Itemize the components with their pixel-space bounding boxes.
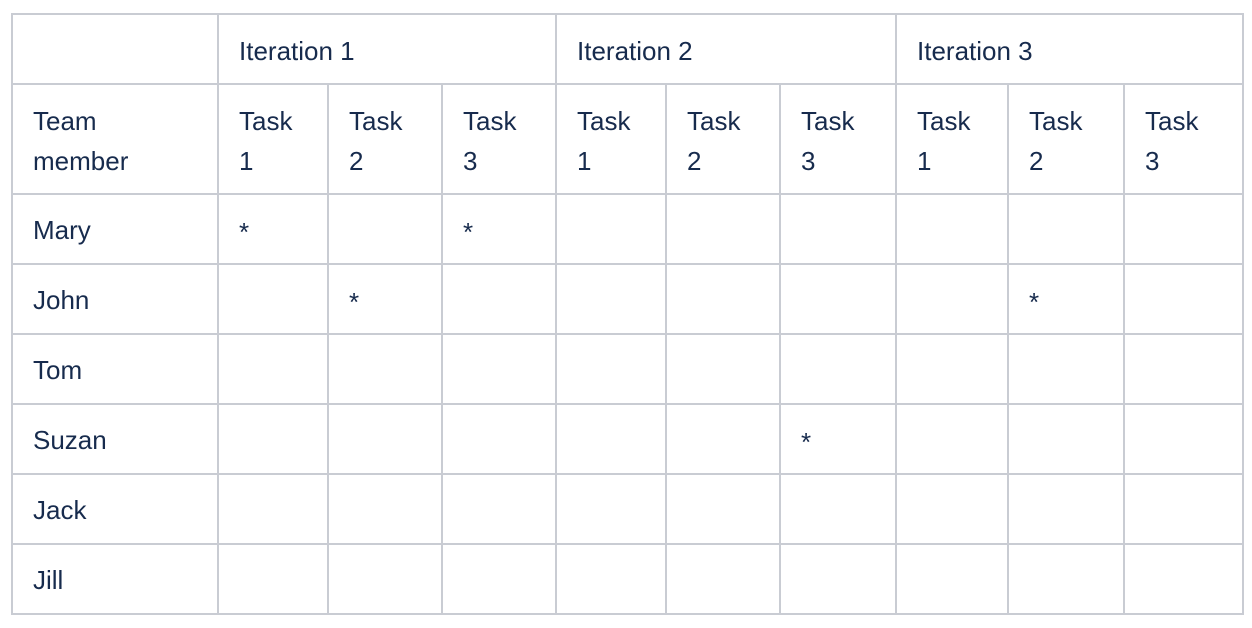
task-header-label: Task 1: [239, 106, 293, 176]
assignment-cell: [555, 193, 667, 265]
assignment-cell: [1007, 543, 1125, 615]
assignment-cell: [441, 403, 557, 475]
assignment-cell: [895, 473, 1009, 545]
task-header-cell: Task 3: [441, 83, 557, 195]
task-header-cell: Task 2: [1007, 83, 1125, 195]
assignment-cell: [779, 263, 897, 335]
assignment-cell: *: [327, 263, 443, 335]
iteration-header-3: Iteration 3: [895, 13, 1244, 85]
assignment-cell: [665, 333, 781, 405]
task-header-label: Task 1: [917, 106, 971, 176]
task-header-label: Task 3: [463, 106, 517, 176]
assignment-cell: [1007, 333, 1125, 405]
member-name: Jill: [11, 543, 219, 615]
assignment-cell: [779, 333, 897, 405]
assignment-cell: [779, 473, 897, 545]
assignment-cell: [1123, 543, 1244, 615]
assignment-cell: [555, 403, 667, 475]
member-name: Tom: [11, 333, 219, 405]
assignment-cell: *: [779, 403, 897, 475]
assignment-cell: [665, 263, 781, 335]
assignment-cell: [327, 403, 443, 475]
assignment-cell: [665, 543, 781, 615]
corner-cell: [11, 13, 219, 85]
iteration-header-1: Iteration 1: [217, 13, 557, 85]
table-row: Mary * *: [11, 193, 1244, 265]
member-name: John: [11, 263, 219, 335]
table-row: Jack: [11, 473, 1244, 545]
member-name: Jack: [11, 473, 219, 545]
assignment-table: Iteration 1 Iteration 2 Iteration 3 Team…: [11, 13, 1244, 615]
task-header-label: Task 3: [801, 106, 855, 176]
assignment-cell: *: [441, 193, 557, 265]
assignment-cell: [441, 333, 557, 405]
assignment-cell: [1123, 403, 1244, 475]
task-header-row: Team member Task 1 Task 2 Task 3 Task 1 …: [11, 83, 1244, 195]
assignment-cell: [217, 543, 329, 615]
assignment-cell: [327, 473, 443, 545]
assignment-cell: *: [217, 193, 329, 265]
assignment-cell: *: [1007, 263, 1125, 335]
assignment-cell: [1123, 473, 1244, 545]
task-header-cell: Task 2: [665, 83, 781, 195]
assignment-cell: [895, 333, 1009, 405]
assignment-cell: [1007, 193, 1125, 265]
assignment-cell: [327, 333, 443, 405]
assignment-cell: [327, 543, 443, 615]
task-header-label: Task 1: [577, 106, 631, 176]
assignment-cell: [1007, 473, 1125, 545]
assignment-cell: [779, 543, 897, 615]
task-header-cell: Task 2: [327, 83, 443, 195]
assignment-cell: [555, 333, 667, 405]
assignment-cell: [665, 473, 781, 545]
assignment-cell: [895, 543, 1009, 615]
assignment-cell: [217, 263, 329, 335]
assignment-cell: [555, 263, 667, 335]
iteration-header-2: Iteration 2: [555, 13, 897, 85]
iteration-header-row: Iteration 1 Iteration 2 Iteration 3: [11, 13, 1244, 85]
assignment-cell: [1007, 403, 1125, 475]
team-member-label: Team member: [33, 106, 129, 176]
assignment-cell: [555, 543, 667, 615]
assignment-cell: [665, 193, 781, 265]
member-name: Suzan: [11, 403, 219, 475]
task-header-label: Task 2: [349, 106, 403, 176]
task-header-cell: Task 3: [1123, 83, 1244, 195]
task-header-cell: Task 3: [779, 83, 897, 195]
assignment-cell: [895, 193, 1009, 265]
assignment-cell: [217, 403, 329, 475]
assignment-cell: [555, 473, 667, 545]
task-header-cell: Task 1: [555, 83, 667, 195]
assignment-cell: [665, 403, 781, 475]
assignment-cell: [895, 263, 1009, 335]
assignment-cell: [779, 193, 897, 265]
team-member-header: Team member: [11, 83, 219, 195]
assignment-cell: [441, 473, 557, 545]
assignment-cell: [327, 193, 443, 265]
assignment-cell: [217, 333, 329, 405]
assignment-cell: [1123, 193, 1244, 265]
task-header-label: Task 2: [687, 106, 741, 176]
task-header-cell: Task 1: [217, 83, 329, 195]
task-header-label: Task 2: [1029, 106, 1083, 176]
task-header-cell: Task 1: [895, 83, 1009, 195]
assignment-cell: [895, 403, 1009, 475]
table-row: Suzan *: [11, 403, 1244, 475]
assignment-cell: [1123, 333, 1244, 405]
table-row: Tom: [11, 333, 1244, 405]
assignment-cell: [441, 263, 557, 335]
member-name: Mary: [11, 193, 219, 265]
assignment-cell: [217, 473, 329, 545]
task-header-label: Task 3: [1145, 106, 1199, 176]
table-row: John * *: [11, 263, 1244, 335]
assignment-cell: [441, 543, 557, 615]
table-row: Jill: [11, 543, 1244, 615]
assignment-cell: [1123, 263, 1244, 335]
